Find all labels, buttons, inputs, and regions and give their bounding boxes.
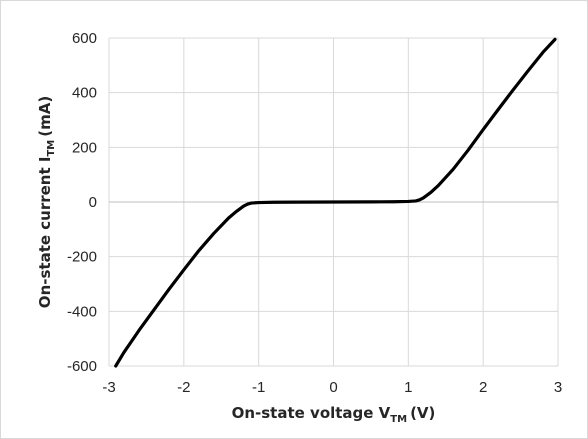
series-line — [114, 37, 557, 368]
x-tick-label: 2 — [479, 379, 487, 396]
x-tick-label: -3 — [102, 379, 115, 396]
y-tick-label: 600 — [72, 30, 97, 47]
x-tick-label: -2 — [177, 379, 190, 396]
y-tick-label: 400 — [72, 85, 97, 102]
y-tick-label: -600 — [67, 358, 97, 375]
grid — [108, 37, 559, 367]
x-axis-title: On-state voltage VTM (V) — [232, 404, 436, 425]
y-axis-title: On-state current ITM(mA) — [36, 96, 57, 308]
y-tick-label: -200 — [67, 249, 97, 266]
y-tick-label: -400 — [67, 303, 97, 320]
y-tick-label: 200 — [72, 139, 97, 156]
y-tick-label: 0 — [89, 194, 97, 211]
y-tick-labels: -600 -400 -200 0 200 400 600 — [67, 30, 97, 375]
x-tick-label: 0 — [329, 379, 337, 396]
x-tick-label: 1 — [404, 379, 412, 396]
x-tick-label: -1 — [252, 379, 265, 396]
x-tick-label: 3 — [554, 379, 562, 396]
x-tick-labels: -3 -2 -1 0 1 2 3 — [102, 379, 562, 396]
